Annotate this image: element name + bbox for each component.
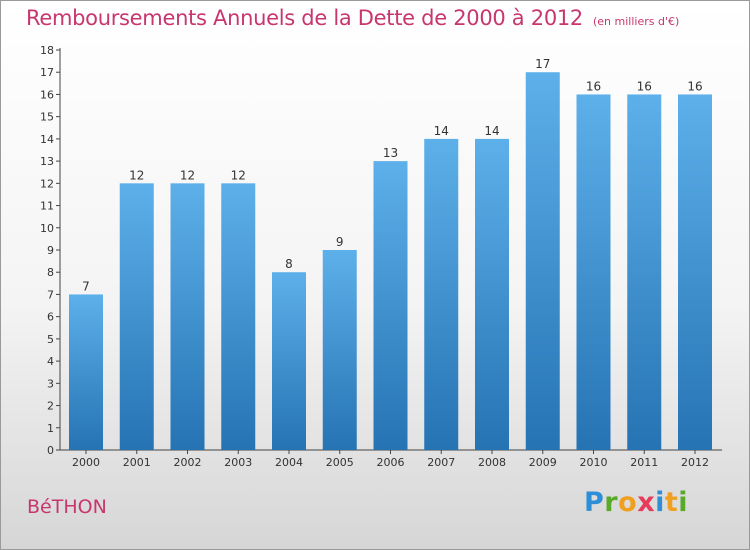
data-label: 16: [586, 79, 601, 93]
y-tick-label: 1: [47, 422, 54, 435]
y-tick-label: 8: [47, 266, 54, 279]
x-tick-label: 2002: [174, 456, 202, 469]
bar: [475, 138, 509, 450]
bar: [373, 161, 408, 450]
bar: [272, 272, 306, 450]
bars: [69, 72, 712, 451]
data-label: 16: [637, 79, 652, 93]
x-tick-label: 2005: [326, 456, 354, 469]
x-tick-label: 2012: [681, 456, 709, 469]
bar: [119, 183, 154, 451]
y-tick-label: 2: [47, 400, 54, 413]
data-label: 7: [82, 279, 90, 293]
bar: [170, 183, 205, 451]
y-tick-label: 6: [47, 311, 54, 324]
data-labels: 7 12 12 12 8 9 13 14 14 17 16 16 16: [82, 57, 702, 293]
data-label: 14: [484, 124, 499, 138]
bar: [221, 183, 256, 451]
data-label: 13: [383, 146, 398, 160]
chart-title-line: Remboursements Annuels de la Dette de 20…: [26, 6, 679, 30]
y-tick-label: 9: [47, 244, 54, 257]
y-tick-label: 10: [40, 222, 54, 235]
y-tick-label: 3: [47, 377, 54, 390]
x-tick-label: 2004: [275, 456, 303, 469]
x-tick-label: 2011: [630, 456, 658, 469]
x-tick-label: 2000: [72, 456, 100, 469]
y-tick-label: 11: [40, 200, 54, 213]
x-tick-label: 2003: [224, 456, 252, 469]
data-label: 12: [231, 168, 246, 182]
y-tick-label: 18: [40, 44, 54, 57]
data-label: 12: [129, 168, 144, 182]
bar: [576, 94, 611, 450]
y-tick-label: 4: [47, 355, 54, 368]
chart-subtitle: (en milliers d'€): [593, 15, 680, 28]
y-tick-label: 0: [47, 444, 54, 457]
data-label: 14: [434, 124, 449, 138]
data-label: 17: [535, 57, 550, 71]
bar: [424, 138, 459, 450]
bar: [525, 72, 560, 450]
x-tick-label: 2001: [123, 456, 151, 469]
y-tick-label: 7: [47, 288, 54, 301]
y-tick-label: 16: [40, 88, 54, 101]
y-tick-label: 15: [40, 111, 54, 124]
bar: [69, 294, 103, 450]
bar: [678, 94, 712, 450]
commune-name: BéTHON: [27, 496, 107, 518]
data-label: 8: [285, 257, 293, 271]
bar: [322, 250, 357, 450]
x-tick-label: 2008: [478, 456, 506, 469]
y-tick-label: 5: [47, 333, 54, 346]
x-tick-label: 2006: [377, 456, 405, 469]
y-tick-label: 14: [40, 133, 54, 146]
x-tick-label: 2007: [427, 456, 455, 469]
x-axis: 2000 2001 2002 2003 2004 2005 2006 2007 2008 2009…: [60, 449, 722, 469]
data-label: 9: [336, 235, 344, 249]
y-tick-label: 12: [40, 177, 54, 190]
y-tick-label: 17: [40, 66, 54, 79]
data-label: 16: [687, 79, 702, 93]
x-tick-label: 2009: [529, 456, 557, 469]
bar: [627, 94, 662, 450]
data-label: 12: [180, 168, 195, 182]
x-tick-label: 2010: [580, 456, 608, 469]
chart-title: Remboursements Annuels de la Dette de 20…: [26, 6, 583, 30]
y-tick-label: 13: [40, 155, 54, 168]
proxiti-logo[interactable]: Proxiti: [584, 487, 689, 518]
